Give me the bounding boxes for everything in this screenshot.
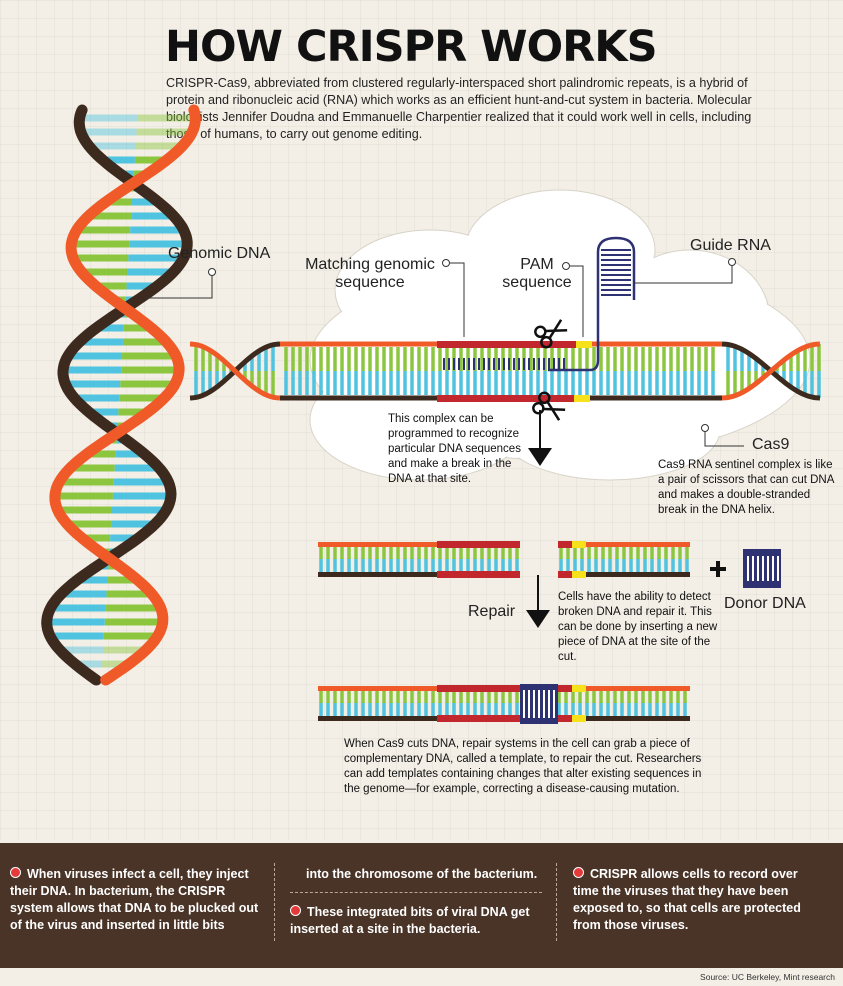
label-genomic-dna: Genomic DNA [168, 245, 271, 262]
label-guide-rna: Guide RNA [690, 237, 771, 254]
backbone-strand [49, 104, 201, 686]
note-final: When Cas9 cuts DNA, repair systems in th… [344, 738, 702, 795]
pam-segment [572, 715, 586, 722]
note-cas9: Cas9 RNA sentinel complex is like a pair… [658, 459, 834, 516]
divider [556, 863, 557, 941]
matching-sequence [437, 571, 520, 578]
intro-paragraph: CRISPR-Cas9, abbreviated from clustered … [166, 76, 752, 141]
label-matching-line1: Matching genomic [305, 256, 435, 273]
bullet-icon [290, 905, 301, 916]
plus-icon [710, 561, 726, 577]
backbone-strand [318, 572, 520, 577]
donor-dna-icon [743, 549, 781, 588]
backbone-strand [318, 542, 520, 547]
label-matching-line2: sequence [335, 274, 405, 291]
label-pam-line2: sequence [502, 274, 572, 291]
matching-sequence [558, 685, 572, 692]
pam-segment [572, 541, 586, 548]
pam-segment [572, 685, 586, 692]
matching-sequence [558, 715, 572, 722]
label-pam-sequence: PAM sequence [497, 256, 577, 292]
footer-col-3-text: CRISPR allows cells to record over time … [573, 867, 801, 932]
guide-rna-hairpin [548, 236, 636, 372]
pam-top [576, 341, 592, 348]
footer-col-1: When viruses infect a cell, they inject … [10, 866, 260, 934]
crispr-diagram [41, 104, 821, 724]
pam-bottom [574, 395, 590, 402]
footer-col-2b: These integrated bits of viral DNA get i… [290, 904, 535, 938]
genomic-dna-helix [41, 104, 201, 686]
scissors-icon [532, 391, 566, 421]
note-repair: Cells have the ability to detect broken … [558, 591, 718, 663]
matching-sequence [437, 541, 520, 548]
matching-sequence [558, 571, 572, 578]
arrow-down-icon [526, 575, 550, 628]
divider [290, 892, 542, 893]
scissors-icon [534, 319, 568, 349]
repaired-dna [318, 684, 690, 724]
cut-dna-left [318, 541, 520, 578]
label-repair: Repair [468, 603, 516, 620]
matching-sequence-bottom [437, 395, 577, 402]
matching-sequence [437, 685, 520, 692]
label-cas9: Cas9 [752, 436, 790, 453]
footer-col-2b-text: These integrated bits of viral DNA get i… [290, 905, 530, 936]
label-pam-line1: PAM [520, 256, 554, 273]
backbone-strand [721, 341, 821, 401]
matching-sequence [437, 715, 520, 722]
dna-strand-horizontal [189, 341, 821, 402]
pam-segment [572, 571, 586, 578]
label-donor-dna: Donor DNA [724, 595, 806, 612]
backbone-strand [189, 341, 281, 401]
matching-sequence-top [437, 341, 577, 348]
matching-sequence [558, 541, 572, 548]
source-credit: Source: UC Berkeley, Mint research [700, 972, 835, 982]
backbone-strand [558, 542, 690, 547]
label-matching-sequence: Matching genomic sequence [300, 256, 440, 292]
backbone-strand [558, 572, 690, 577]
footer-panel: When viruses infect a cell, they inject … [0, 843, 843, 968]
bullet-icon [573, 867, 584, 878]
arrow-down-icon [528, 410, 552, 466]
divider [274, 863, 275, 941]
cut-dna-right [558, 541, 690, 578]
leader-lines [145, 258, 744, 447]
footer-col-2a: into the chromosome of the bacterium. [306, 867, 538, 881]
page-title: HOW CRISPR WORKS [165, 22, 658, 72]
backbone-strand [41, 104, 193, 686]
footer-col-1-text: When viruses infect a cell, they inject … [10, 867, 259, 932]
bullet-icon [10, 867, 21, 878]
footer-col-3: CRISPR allows cells to record over time … [573, 866, 823, 934]
note-complex: This complex can be programmed to recogn… [388, 413, 521, 485]
